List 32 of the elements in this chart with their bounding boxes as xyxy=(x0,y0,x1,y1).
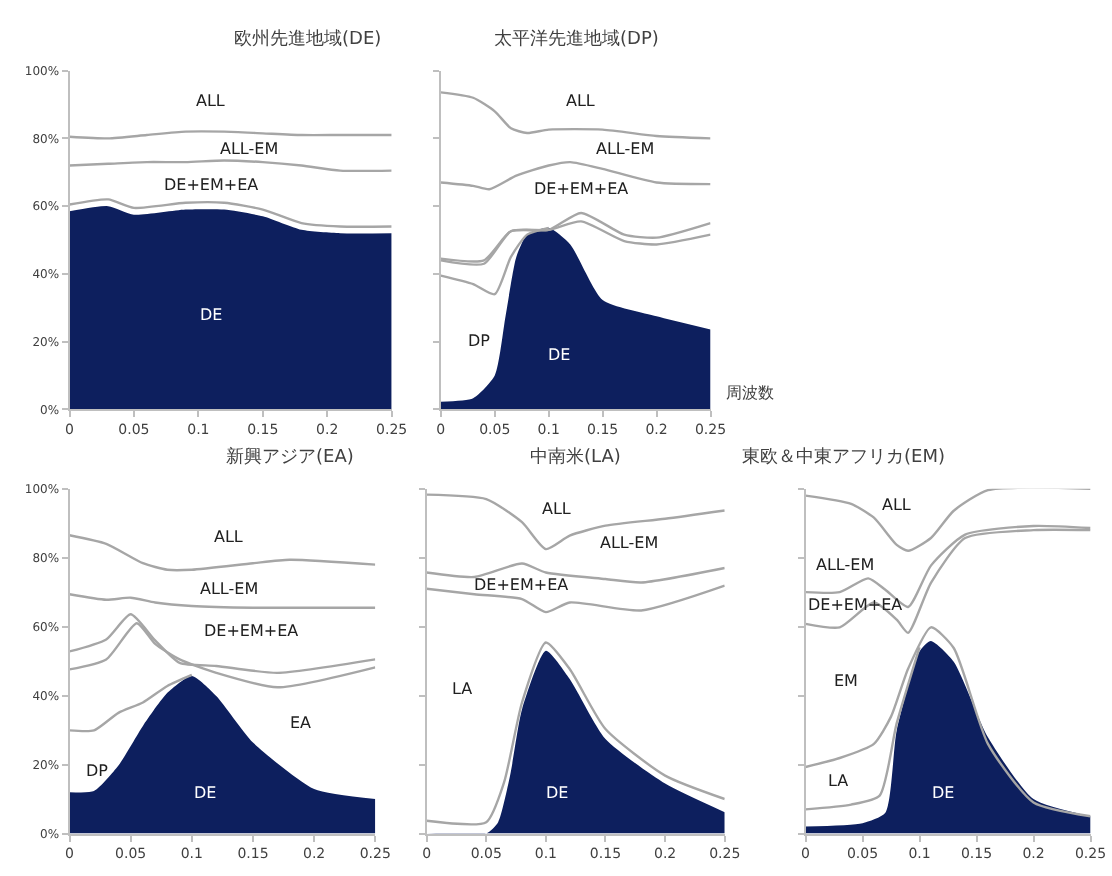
annotation: LA xyxy=(828,772,850,790)
annotation: DE+EM+EA xyxy=(204,622,300,640)
annotation: EA xyxy=(290,714,313,732)
annotation: ALL-EM xyxy=(816,556,875,574)
annotation: DE+EM+EA xyxy=(534,180,630,198)
annotation: DP xyxy=(86,762,109,780)
annotation: DE+EM+EA xyxy=(808,596,904,614)
annotation: ALL xyxy=(196,92,226,110)
annotation: DE xyxy=(194,784,217,802)
annotation: ALL xyxy=(542,500,572,518)
annotation: ALL xyxy=(882,496,912,514)
chart-title: 新興アジア(EA) xyxy=(226,446,354,468)
annotation: DE+EM+EA xyxy=(164,176,260,194)
chart-title: 中南米(LA) xyxy=(530,446,621,468)
annotation: DE xyxy=(200,306,223,324)
annotation: ALL-EM xyxy=(600,534,659,552)
chart-title: 太平洋先進地域(DP) xyxy=(494,28,659,50)
annotation: ALL-EM xyxy=(200,580,259,598)
chart-title: 欧州先進地域(DE) xyxy=(234,28,382,50)
annotation: ALL xyxy=(566,92,596,110)
annotation: DE xyxy=(546,784,569,802)
annotation: DE+EM+EA xyxy=(474,576,570,594)
annotation: EM xyxy=(834,672,859,690)
annotation: ALL-EM xyxy=(220,140,279,158)
x-axis-title: 周波数 xyxy=(726,384,774,402)
annotation: LA xyxy=(452,680,474,698)
annotation: DP xyxy=(468,332,491,350)
annotation: ALL-EM xyxy=(596,140,655,158)
chart-title: 東欧＆中東アフリカ(EM) xyxy=(742,446,945,468)
annotation: DE xyxy=(548,346,571,364)
annotation: DE xyxy=(932,784,955,802)
annotation: ALL xyxy=(214,528,244,546)
